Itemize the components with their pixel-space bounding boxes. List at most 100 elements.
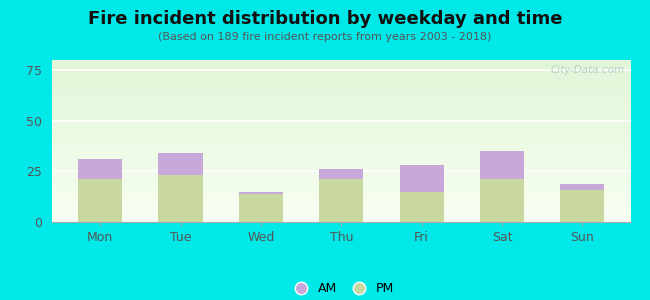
- Bar: [52, 178, 630, 180]
- Bar: [52, 191, 630, 193]
- Bar: [52, 204, 630, 206]
- Bar: [52, 160, 630, 162]
- Bar: [52, 142, 630, 144]
- Bar: [52, 86, 630, 88]
- Bar: [52, 164, 630, 165]
- Bar: [52, 198, 630, 199]
- Bar: [52, 126, 630, 128]
- Bar: [52, 212, 630, 214]
- Bar: [52, 97, 630, 99]
- Bar: [52, 214, 630, 215]
- Bar: [400, 192, 444, 222]
- Bar: [52, 149, 630, 151]
- Bar: [52, 220, 630, 222]
- Bar: [52, 102, 630, 104]
- Bar: [480, 151, 524, 179]
- Bar: [52, 196, 630, 198]
- Bar: [52, 110, 630, 112]
- Bar: [52, 75, 630, 76]
- Bar: [52, 215, 630, 217]
- Bar: [52, 113, 630, 115]
- Bar: [52, 141, 630, 142]
- Bar: [52, 182, 630, 183]
- Bar: [52, 96, 630, 97]
- Text: City-Data.com: City-Data.com: [551, 65, 625, 75]
- Bar: [52, 70, 630, 71]
- Bar: [52, 162, 630, 164]
- Bar: [319, 179, 363, 222]
- Bar: [52, 138, 630, 140]
- Bar: [400, 165, 444, 192]
- Bar: [52, 105, 630, 107]
- Bar: [52, 125, 630, 126]
- Bar: [52, 134, 630, 136]
- Bar: [560, 190, 604, 222]
- Bar: [52, 76, 630, 78]
- Bar: [52, 122, 630, 123]
- Bar: [52, 73, 630, 75]
- Bar: [52, 88, 630, 89]
- Bar: [52, 177, 630, 178]
- Bar: [52, 83, 630, 84]
- Bar: [52, 81, 630, 83]
- Bar: [52, 89, 630, 91]
- Bar: [52, 107, 630, 109]
- Bar: [52, 94, 630, 96]
- Bar: [52, 157, 630, 159]
- Bar: [52, 180, 630, 182]
- Bar: [52, 172, 630, 173]
- Bar: [52, 123, 630, 125]
- Bar: [52, 211, 630, 212]
- Bar: [52, 185, 630, 186]
- Bar: [52, 144, 630, 146]
- Bar: [52, 61, 630, 63]
- Bar: [52, 133, 630, 134]
- Bar: [52, 109, 630, 110]
- Bar: [52, 159, 630, 161]
- Bar: [52, 140, 630, 141]
- Bar: [52, 202, 630, 204]
- Bar: [52, 206, 630, 207]
- Bar: [52, 170, 630, 172]
- Bar: [52, 60, 630, 61]
- Bar: [480, 179, 524, 222]
- Bar: [52, 156, 630, 157]
- Bar: [52, 120, 630, 122]
- Bar: [52, 188, 630, 190]
- Bar: [52, 68, 630, 70]
- Bar: [52, 112, 630, 113]
- Bar: [52, 118, 630, 120]
- Bar: [52, 131, 630, 133]
- Bar: [52, 100, 630, 102]
- Bar: [52, 194, 630, 196]
- Bar: [52, 91, 630, 92]
- Bar: [52, 63, 630, 65]
- Bar: [52, 152, 630, 154]
- Bar: [52, 169, 630, 170]
- Bar: [52, 99, 630, 100]
- Bar: [239, 194, 283, 222]
- Bar: [52, 128, 630, 130]
- Bar: [52, 175, 630, 177]
- Text: Fire incident distribution by weekday and time: Fire incident distribution by weekday an…: [88, 11, 562, 28]
- Bar: [52, 84, 630, 86]
- Bar: [319, 169, 363, 179]
- Bar: [52, 151, 630, 152]
- Bar: [52, 65, 630, 67]
- Text: (Based on 189 fire incident reports from years 2003 - 2018): (Based on 189 fire incident reports from…: [159, 32, 491, 41]
- Bar: [52, 186, 630, 188]
- Bar: [52, 130, 630, 131]
- Bar: [52, 148, 630, 149]
- Bar: [52, 173, 630, 175]
- Bar: [78, 159, 122, 179]
- Bar: [560, 184, 604, 190]
- Bar: [52, 104, 630, 105]
- Bar: [52, 154, 630, 156]
- Legend: AM, PM: AM, PM: [284, 277, 398, 300]
- Bar: [52, 67, 630, 68]
- Bar: [52, 167, 630, 169]
- Bar: [52, 71, 630, 73]
- Bar: [52, 117, 630, 118]
- Bar: [52, 219, 630, 220]
- Bar: [52, 146, 630, 148]
